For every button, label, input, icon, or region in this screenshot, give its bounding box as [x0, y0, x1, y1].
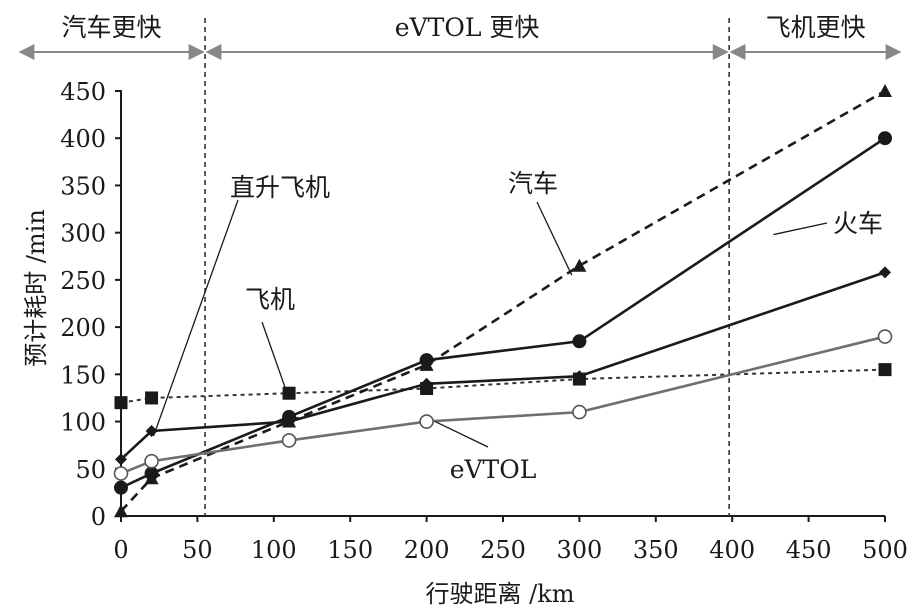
series-evtol-line — [120, 335, 886, 475]
series-evtol-point — [144, 453, 159, 469]
series-helicopter-point — [420, 377, 433, 390]
x-tick-label: 300 — [556, 536, 602, 564]
y-tick-label: 0 — [91, 503, 106, 531]
y-tick-label: 450 — [60, 78, 106, 106]
y-tick-label: 150 — [60, 361, 106, 389]
series-helicopter-point — [283, 415, 296, 428]
y-tick-label: 250 — [60, 267, 106, 295]
y-tick-label: 300 — [60, 220, 106, 248]
annotation-helicopter-leader — [152, 199, 239, 437]
region-plane-faster-label: 飞机更快 — [766, 13, 866, 42]
x-tick-label: 100 — [251, 536, 297, 564]
series-car — [114, 84, 892, 518]
x-tick-label: 500 — [862, 536, 908, 564]
series-car-point — [572, 258, 587, 272]
x-tick-label: 200 — [404, 536, 450, 564]
x-axis-title: 行驶距离 /km — [425, 580, 574, 608]
annotation-train-leader — [773, 222, 828, 236]
x-tick-label: 250 — [480, 536, 526, 564]
series-evtol-point — [281, 433, 297, 448]
series-train-point — [419, 353, 434, 368]
series-evtol-point — [572, 404, 587, 420]
series-plane-point — [145, 391, 159, 405]
annotation-car-label: 汽车 — [508, 169, 558, 198]
series-helicopter-point — [879, 266, 891, 279]
series-plane-point — [282, 386, 296, 400]
region-car-faster-label: 汽车更快 — [62, 13, 162, 42]
series-train-point — [878, 131, 892, 146]
x-tick-label: 0 — [113, 536, 128, 564]
x-tick-label: 450 — [786, 536, 832, 564]
x-tick-label: 50 — [182, 536, 213, 564]
x-ticks: 0 50 100 150 200 250 300 350 400 450 500 — [113, 516, 908, 564]
series-train-point — [114, 480, 128, 495]
annotation-evtol-leader — [434, 420, 489, 448]
series-plane — [114, 363, 892, 410]
series-car-point — [878, 84, 892, 97]
annotation-plane-leader — [261, 321, 287, 391]
series-helicopter-line — [120, 271, 886, 461]
x-tick-label: 400 — [709, 536, 755, 564]
series-train-point — [144, 466, 159, 481]
series-plane-line — [120, 368, 886, 404]
annotation-train-label: 火车 — [833, 209, 883, 238]
series-car-point — [114, 504, 128, 518]
annotation-evtol-label: eVTOL — [450, 455, 537, 484]
series-evtol-point — [419, 414, 434, 429]
y-tick-label: 100 — [60, 409, 106, 437]
series-evtol-point — [113, 466, 129, 481]
series-layer — [113, 84, 893, 518]
annotation-car-leader — [536, 201, 573, 276]
y-tick-label: 200 — [60, 314, 106, 342]
y-tick-label: 50 — [75, 456, 106, 484]
series-evtol-point — [877, 329, 893, 344]
x-tick-label: 350 — [633, 536, 679, 564]
region-evtol-faster-label: eVTOL 更快 — [395, 13, 540, 42]
y-tick-label: 400 — [60, 125, 106, 153]
y-ticks: 0 50 100 150 200 250 300 350 400 450 — [60, 78, 121, 531]
y-tick-label: 350 — [60, 172, 106, 200]
series-helicopter-point — [115, 453, 127, 466]
y-axis-title: 预计耗时 /min — [22, 209, 50, 367]
series-helicopter — [115, 266, 891, 466]
series-plane-point — [878, 363, 892, 377]
series-train-point — [572, 334, 587, 349]
regions: 汽车更快 eVTOL 更快 飞机更快 — [18, 13, 902, 516]
series-evtol — [113, 329, 893, 481]
series-helicopter-point — [573, 370, 586, 383]
x-tick-label: 150 — [327, 536, 373, 564]
annotation-helicopter-label: 直升飞机 — [230, 173, 330, 202]
annotation-plane-label: 飞机 — [245, 285, 295, 314]
series-plane-point — [114, 396, 128, 410]
